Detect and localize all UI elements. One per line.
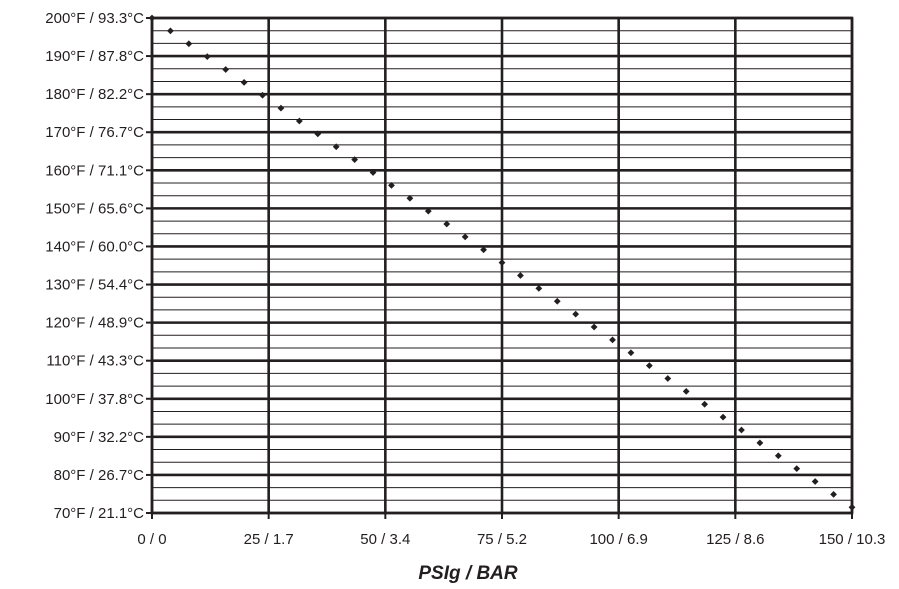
data-series [148,14,856,511]
y-tick-label: 180°F / 82.2°C [45,86,144,103]
series-dot [830,491,837,498]
series-dot [277,104,285,112]
series-dot [443,220,451,228]
series-dot [461,233,469,241]
x-tick-label: 50 / 3.4 [360,531,410,548]
y-tick-label: 90°F / 32.2°C [54,429,145,446]
series-dot [167,27,174,35]
y-tick-label: 200°F / 93.3°C [45,10,144,27]
series-dot [572,310,580,318]
y-tick-label: 120°F / 48.9°C [45,315,144,332]
series-dot [222,66,230,73]
series-dot [738,426,745,434]
series-dot [406,194,414,202]
y-tick-label: 110°F / 43.3°C [46,353,144,370]
series-dot [645,362,653,370]
series-dot [240,78,248,86]
series-dot [682,388,690,395]
x-tick-label: 125 / 8.6 [706,531,764,548]
series-dot [756,439,764,447]
series-dot [480,246,487,254]
series-dot [295,117,303,125]
x-tick-labels: 0 / 0 25 / 1.7 50 / 3.4 75 / 5.2 100 / 6.9 12… [137,531,885,548]
y-tick-label: 80°F / 26.7°C [54,467,145,484]
series-dot [314,130,322,138]
series-dot [848,503,856,511]
x-tick-label: 25 / 1.7 [244,531,294,548]
series-dot [259,91,266,99]
major-gridlines [150,16,854,515]
series-dot [590,323,598,331]
y-tick-label: 100°F / 37.8°C [45,391,144,408]
series-dot [332,143,340,151]
series-dot [719,413,727,421]
series-dot [517,272,524,279]
series-dot [701,400,709,408]
y-tick-labels: 200°F / 93.3°C 190°F / 87.8°C 180°F / 82.2… [45,10,144,522]
axis-ticks [146,17,853,519]
x-tick-label: 75 / 5.2 [477,531,527,548]
series-dot [793,465,801,473]
series-dot [535,285,543,292]
series-dot [664,375,672,382]
series-dot [369,169,377,176]
series-dot [498,259,506,267]
series-dot [203,53,211,61]
y-tick-label: 70°F / 21.1°C [54,505,145,522]
series-dot [627,349,635,357]
y-tick-label: 170°F / 76.7°C [45,124,144,141]
x-tick-label: 0 / 0 [137,531,166,548]
series-dot [424,207,432,215]
series-dot [609,336,616,344]
y-tick-label: 160°F / 71.1°C [45,162,144,179]
y-tick-label: 140°F / 60.0°C [45,238,144,255]
series-dot [388,181,395,189]
series-dot [185,40,193,48]
x-tick-label: 150 / 10.3 [819,531,886,548]
series-dot [774,452,782,460]
series-dot [811,478,819,485]
y-tick-label: 130°F / 54.4°C [45,277,144,294]
x-tick-label: 100 / 6.9 [589,531,647,548]
series-dot [553,297,561,305]
series-dot [148,14,156,22]
y-tick-label: 190°F / 87.8°C [45,48,144,65]
y-tick-label: 150°F / 65.6°C [45,200,144,217]
x-axis-title: PSIg / BAR [418,563,518,584]
